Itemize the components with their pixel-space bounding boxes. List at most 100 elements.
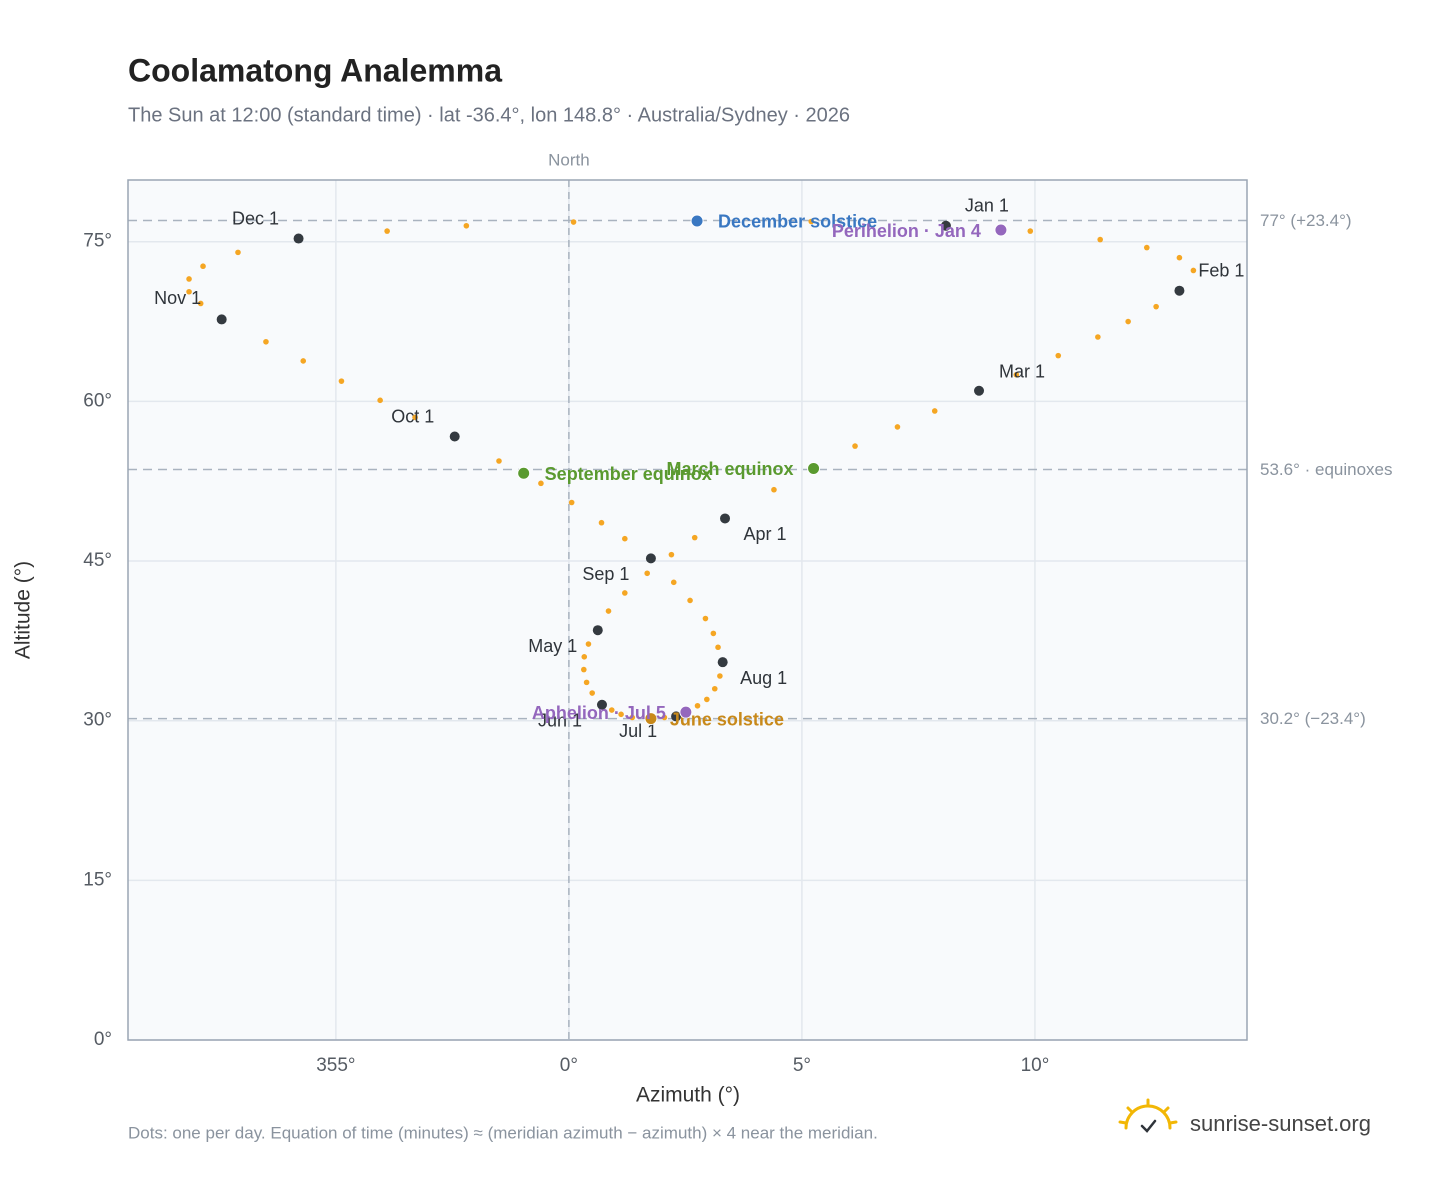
daily-dot <box>568 499 575 506</box>
daily-dot <box>894 424 901 430</box>
month-label: Mar 1 <box>999 361 1045 381</box>
y-tick-label: 45° <box>83 550 112 571</box>
daily-dot <box>589 690 595 696</box>
daily-dot <box>1176 254 1183 261</box>
month-marker <box>592 625 603 636</box>
daily-dot <box>570 219 577 225</box>
month-marker <box>645 553 656 564</box>
month-label: Feb 1 <box>1198 260 1244 280</box>
month-marker <box>720 513 731 524</box>
month-label: Oct 1 <box>391 406 434 426</box>
plot-border <box>127 179 1248 1041</box>
event-label: December solstice <box>718 212 877 232</box>
y-tick-label: 75° <box>83 231 112 252</box>
daily-dot <box>852 443 858 449</box>
daily-dot <box>583 679 590 686</box>
chart-title: Coolamatong Analemma <box>128 52 502 88</box>
month-label: Dec 1 <box>232 208 279 228</box>
daily-dot <box>186 276 192 282</box>
event-label: June solstice <box>670 709 784 729</box>
daily-dot <box>1013 371 1020 378</box>
month-marker <box>717 657 728 668</box>
month-label: Jul 1 <box>619 721 657 741</box>
daily-dot <box>496 458 502 464</box>
event-label: March equinox <box>667 459 794 479</box>
event-label: Perihelion · Jan 4 <box>832 221 981 241</box>
brand-name: sunrise-sunset.org <box>1190 1111 1371 1136</box>
daily-dot <box>1143 244 1150 251</box>
daily-dot <box>715 644 721 651</box>
month-marker <box>671 711 682 722</box>
reference-label: 30.2° (−23.4°) <box>1260 709 1366 728</box>
event-marker <box>644 712 658 726</box>
x-tick-label: 5° <box>793 1055 811 1076</box>
x-tick-label: 0° <box>560 1055 578 1076</box>
event-marker <box>690 214 704 228</box>
daily-dot <box>670 579 677 586</box>
daily-dot <box>702 615 709 622</box>
x-tick-label: 355° <box>316 1055 355 1076</box>
daily-dot <box>687 597 693 604</box>
daily-dot <box>931 408 938 414</box>
daily-dot <box>1027 228 1034 234</box>
daily-dot <box>300 358 307 364</box>
y-axis-title: Altitude (°) <box>12 561 35 659</box>
daily-dot <box>808 218 815 225</box>
brand-logo <box>1118 1098 1178 1133</box>
daily-dot <box>263 338 269 345</box>
daily-dot <box>704 696 710 703</box>
daily-dot <box>377 397 383 404</box>
month-marker <box>449 431 460 442</box>
daily-dot <box>629 714 636 721</box>
daily-dot <box>668 551 675 558</box>
reference-label: 77° (+23.4°) <box>1260 211 1352 230</box>
daily-dot <box>197 300 204 307</box>
month-marker <box>216 314 227 325</box>
daily-dot <box>644 570 650 577</box>
month-marker <box>1174 285 1185 296</box>
y-tick-label: 0° <box>94 1029 112 1050</box>
daily-dot <box>605 608 612 614</box>
plot-area <box>128 180 1247 1040</box>
daily-dot <box>771 486 777 493</box>
month-marker <box>974 385 985 396</box>
daily-dot <box>235 249 241 256</box>
daily-dot <box>338 378 345 384</box>
daily-dot <box>1153 303 1159 310</box>
chart-subtitle: The Sun at 12:00 (standard time) · lat -… <box>128 104 850 126</box>
reference-label: 53.6° · equinoxes <box>1260 460 1393 479</box>
daily-dot <box>1095 334 1101 340</box>
daily-dot <box>581 666 587 673</box>
daily-dot <box>622 535 628 542</box>
daily-dot <box>661 714 668 721</box>
daily-dot <box>412 414 418 421</box>
daily-dot <box>694 702 701 709</box>
daily-dot <box>186 288 192 295</box>
month-marker <box>940 220 951 231</box>
event-label: Aphelion · Jul 5 <box>532 703 666 723</box>
event-marker <box>679 705 693 719</box>
month-marker <box>293 233 304 244</box>
daily-dot <box>608 707 615 713</box>
y-tick-label: 60° <box>83 390 112 411</box>
daily-dot <box>710 630 717 637</box>
month-marker <box>596 699 607 710</box>
daily-dot <box>618 711 624 718</box>
daily-dot <box>691 534 698 541</box>
daily-dot <box>585 641 592 647</box>
month-label: Jan 1 <box>965 196 1009 216</box>
north-label: North <box>548 150 590 169</box>
event-marker <box>807 461 821 475</box>
daily-dot <box>200 263 206 270</box>
daily-dot <box>717 673 723 679</box>
x-axis-title: Azimuth (°) <box>636 1084 740 1107</box>
daily-dot <box>1097 236 1103 243</box>
month-label: Jun 1 <box>538 710 582 730</box>
month-label: Aug 1 <box>740 668 787 688</box>
daily-dot <box>463 222 470 229</box>
event-label: September equinox <box>545 464 712 484</box>
month-label: Sep 1 <box>582 564 629 584</box>
y-tick-label: 15° <box>83 869 112 890</box>
daily-dot <box>1190 267 1197 274</box>
